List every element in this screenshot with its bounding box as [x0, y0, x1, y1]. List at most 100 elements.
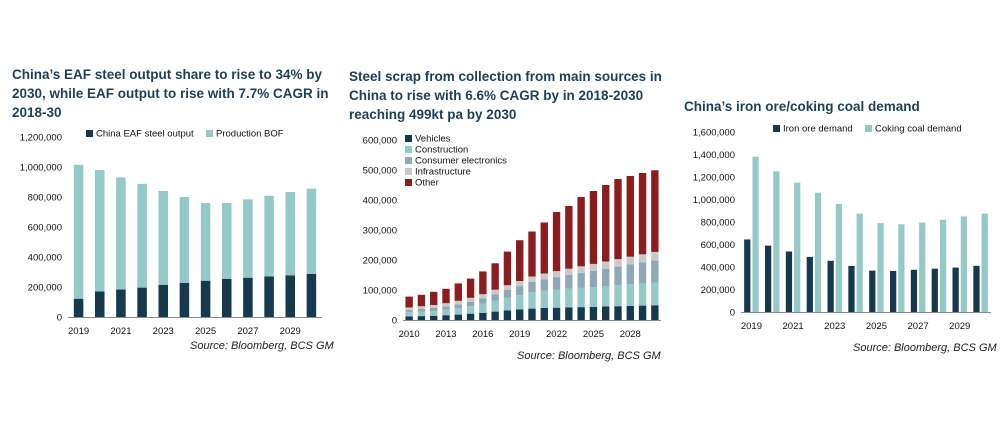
bar [827, 260, 834, 312]
bar-segment [116, 177, 126, 290]
bar [785, 251, 793, 312]
bar-segment [577, 197, 585, 267]
x-tick-label: 2022 [546, 329, 567, 340]
iron-ore-bar-chart: 0 200,000 400,000 600,000 800,000 1,000,000 1,… [693, 124, 991, 332]
chart-source: Source: Bloomberg, BCS GM [853, 342, 997, 354]
x-tick-label: 2025 [866, 321, 887, 332]
bar [744, 239, 751, 312]
bar-segment [565, 307, 573, 320]
y-tick-label: 800,000 [701, 218, 735, 229]
bar-segment [491, 289, 499, 295]
legend-swatch [405, 135, 412, 142]
x-tick-label: 2019 [741, 321, 762, 332]
y-tick-label: 100,000 [363, 286, 397, 297]
bar-segment [565, 288, 573, 308]
bar-segment [602, 185, 610, 262]
bar [981, 213, 988, 312]
bar-segment [589, 270, 598, 287]
bar [773, 171, 780, 312]
x-tick-label: 2023 [153, 326, 174, 337]
bar-segment [430, 315, 438, 320]
bar-segment [503, 285, 512, 290]
bar-segment [602, 306, 610, 320]
bar-segment [491, 300, 499, 312]
legend-swatch [86, 130, 93, 137]
x-tick-label: 2019 [68, 326, 89, 337]
bar-segment [479, 298, 487, 304]
y-tick-label: 1,200,000 [693, 173, 735, 184]
chart-title: China’s EAF steel output share to rise t… [12, 67, 329, 120]
bar-segment [589, 191, 598, 264]
bar-segment [651, 251, 659, 261]
scrap-bar-chart: 0 100,000 200,000 300,000 400,000 500,000 600,… [363, 134, 661, 340]
y-tick-label: 500,000 [363, 166, 397, 177]
legend-swatch [405, 168, 412, 175]
legend-swatch [405, 157, 412, 164]
legend-label: China EAF steel output [96, 129, 194, 140]
y-tick-label: 1,200,000 [20, 133, 62, 144]
y-tick-label: 600,000 [28, 223, 62, 234]
y-tick-label: 1,000,000 [693, 195, 735, 206]
bar-segment [516, 286, 524, 296]
legend-swatch [405, 146, 412, 153]
bar-segment [651, 305, 659, 320]
bar-segment [565, 275, 573, 289]
bar-segment [137, 287, 147, 317]
legend-label: Consumer electronics [415, 156, 507, 167]
bar-segment [264, 276, 274, 317]
bar [835, 204, 842, 312]
legend-label: Infrastructure [415, 167, 471, 178]
legend-label: Coking coal demand [875, 124, 962, 135]
bar-segment [306, 188, 317, 274]
bar [877, 223, 884, 312]
bar-segment [528, 308, 536, 320]
bar-segment [405, 316, 413, 320]
bar-segment [405, 312, 413, 317]
bar-segment [417, 294, 426, 307]
bar-segment [528, 281, 536, 293]
bar-segment [589, 263, 598, 271]
bar-segment [179, 282, 190, 317]
bar-segment [466, 301, 475, 307]
x-tick-label: 2019 [509, 329, 530, 340]
bar [806, 256, 813, 312]
bar-segment [528, 276, 536, 282]
bar-segment [626, 284, 634, 306]
bar-segment [638, 173, 647, 255]
y-tick-label: 200,000 [28, 283, 62, 294]
bar-segment [540, 222, 548, 274]
bar-segment [552, 212, 561, 272]
bar-segment [614, 285, 622, 307]
bar-segment [516, 281, 524, 287]
bar-segment [306, 273, 317, 317]
bar-segment [614, 259, 622, 267]
bar-segment [589, 306, 598, 320]
bar [910, 269, 918, 312]
bar-segment [552, 289, 561, 308]
legend-label: Iron ore demand [783, 124, 853, 135]
bar-segment [503, 290, 512, 298]
bar-segment [116, 289, 126, 317]
x-tick-label: 2027 [237, 326, 258, 337]
bar-segment [540, 308, 548, 320]
bar-segment [179, 197, 190, 283]
bar-segment [577, 272, 585, 288]
x-tick-label: 2023 [824, 321, 845, 332]
bar-segment [540, 290, 548, 308]
bar-segment [466, 313, 475, 320]
bar-segment [417, 306, 426, 309]
bar-segment [405, 296, 413, 308]
bar-segment [466, 278, 475, 298]
y-tick-label: 0 [392, 316, 397, 327]
bar-segment [503, 310, 512, 320]
bar-segment [73, 298, 84, 317]
bar-segment [651, 282, 659, 306]
bar-segment [626, 176, 634, 257]
y-tick-label: 1,400,000 [693, 150, 735, 161]
bar-segment [285, 275, 296, 317]
y-tick-label: 200,000 [701, 285, 735, 296]
bar-segment [638, 283, 647, 306]
bar-segment [626, 305, 634, 320]
bar-segment [479, 294, 487, 299]
bar-segment [430, 291, 438, 305]
